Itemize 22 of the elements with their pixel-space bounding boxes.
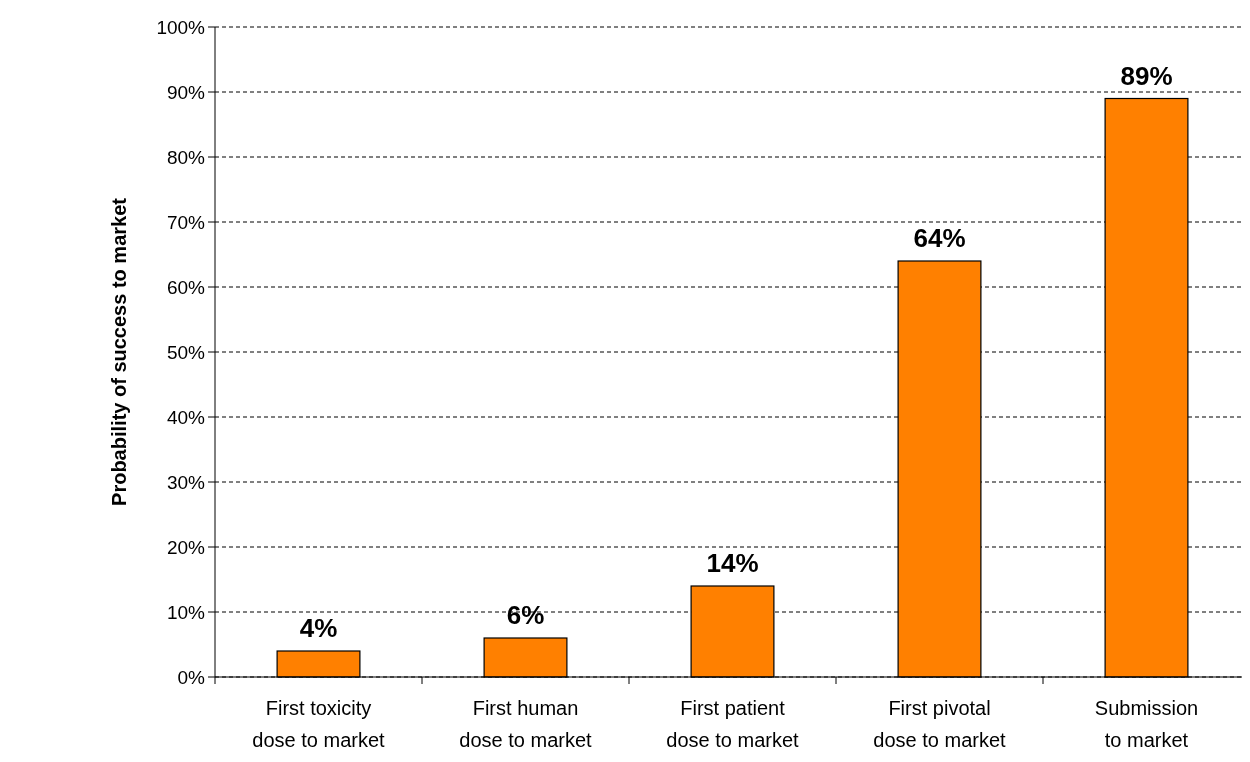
y-tick-label: 40% [166, 406, 206, 428]
x-tick-label: First human dose to market [459, 697, 593, 751]
y-tick-label: 90% [166, 81, 206, 103]
y-tick-label: 70% [166, 211, 206, 233]
y-tick-label: 30% [166, 471, 206, 493]
y-tick-label: 60% [166, 276, 206, 298]
data-label: 4% [299, 613, 338, 643]
data-label: 89% [1120, 60, 1173, 91]
y-tick-label: 20% [166, 536, 206, 558]
y-tick-label: 100% [156, 16, 206, 38]
data-label: 6% [506, 600, 545, 630]
data-label: 64% [913, 223, 966, 253]
y-tick-label: 0% [177, 666, 206, 688]
y-axis-title: Probability of success to market [108, 197, 130, 506]
x-tick-label: First pivotal dose to market [873, 697, 1007, 751]
y-tick-label: 80% [166, 146, 206, 168]
data-label: 14% [706, 548, 759, 578]
x-tick-label: Submission to market [1094, 697, 1199, 751]
x-tick-label: First patient dose to market [666, 697, 800, 751]
x-tick-label: First toxicity dose to market [252, 697, 386, 751]
y-tick-label: 50% [166, 341, 206, 363]
y-tick-label: 10% [166, 601, 206, 623]
